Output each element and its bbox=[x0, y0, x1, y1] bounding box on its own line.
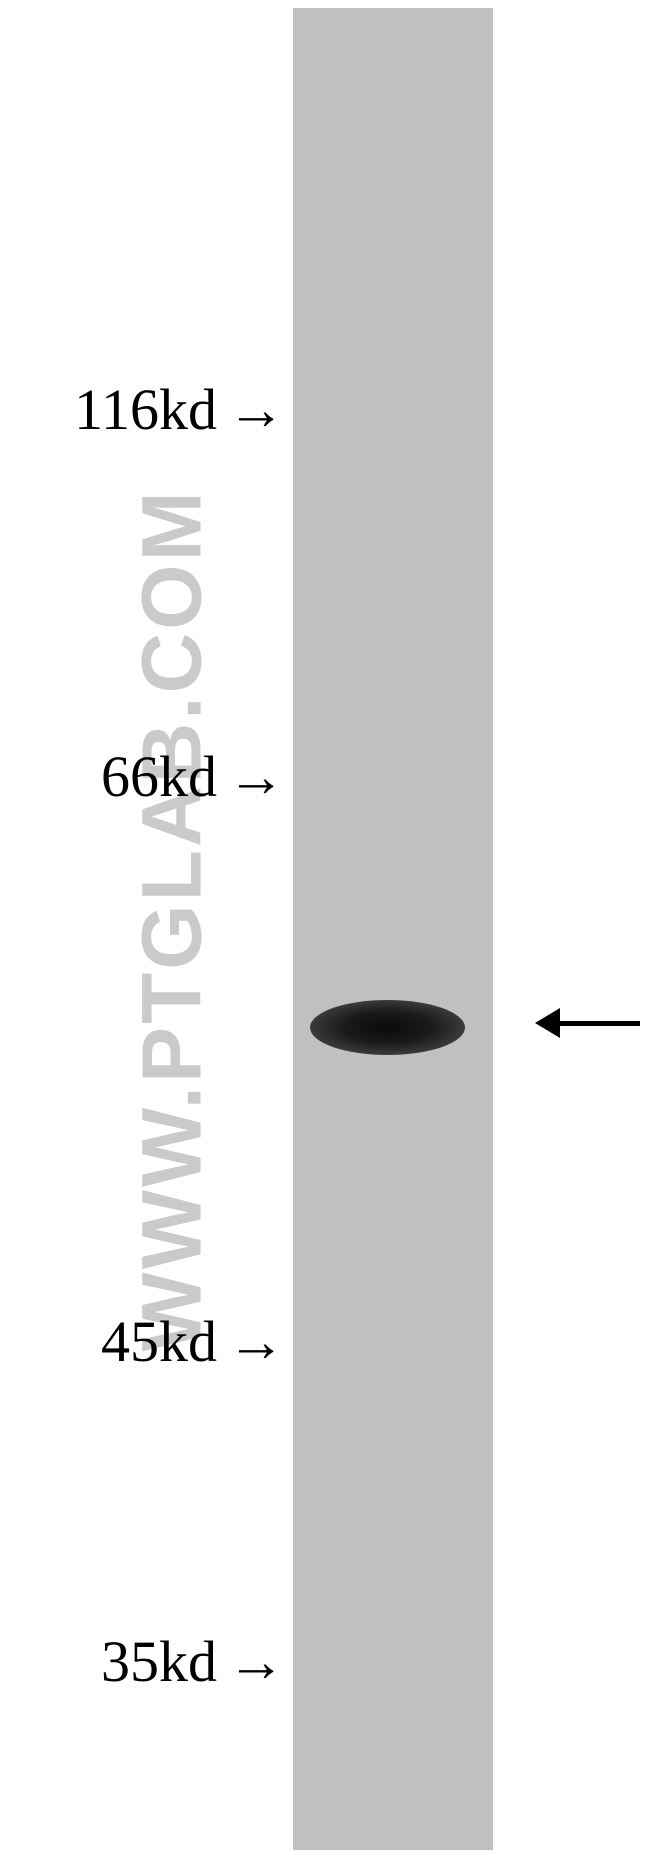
western-blot-figure: WWW.PTGLAB.COM 116kd→ 66kd→ 45kd→ 35kd→ bbox=[0, 0, 650, 1855]
band-indicator-arrow bbox=[535, 1008, 640, 1038]
marker-label-text: 45kd bbox=[101, 1309, 217, 1374]
marker-45kd: 45kd→ bbox=[101, 1308, 285, 1375]
marker-label-text: 66kd bbox=[101, 744, 217, 809]
marker-arrow-icon: → bbox=[227, 743, 285, 810]
marker-arrow-icon: → bbox=[227, 376, 285, 443]
marker-66kd: 66kd→ bbox=[101, 743, 285, 810]
protein-band bbox=[310, 1000, 465, 1055]
watermark-text: WWW.PTGLAB.COM bbox=[124, 488, 221, 1351]
arrow-line bbox=[560, 1021, 640, 1026]
marker-arrow-icon: → bbox=[227, 1308, 285, 1375]
marker-label-text: 116kd bbox=[74, 377, 217, 442]
marker-116kd: 116kd→ bbox=[74, 376, 285, 443]
marker-35kd: 35kd→ bbox=[101, 1628, 285, 1695]
marker-arrow-icon: → bbox=[227, 1628, 285, 1695]
marker-label-text: 35kd bbox=[101, 1629, 217, 1694]
blot-lane bbox=[293, 8, 493, 1850]
arrow-head-icon bbox=[535, 1008, 560, 1038]
